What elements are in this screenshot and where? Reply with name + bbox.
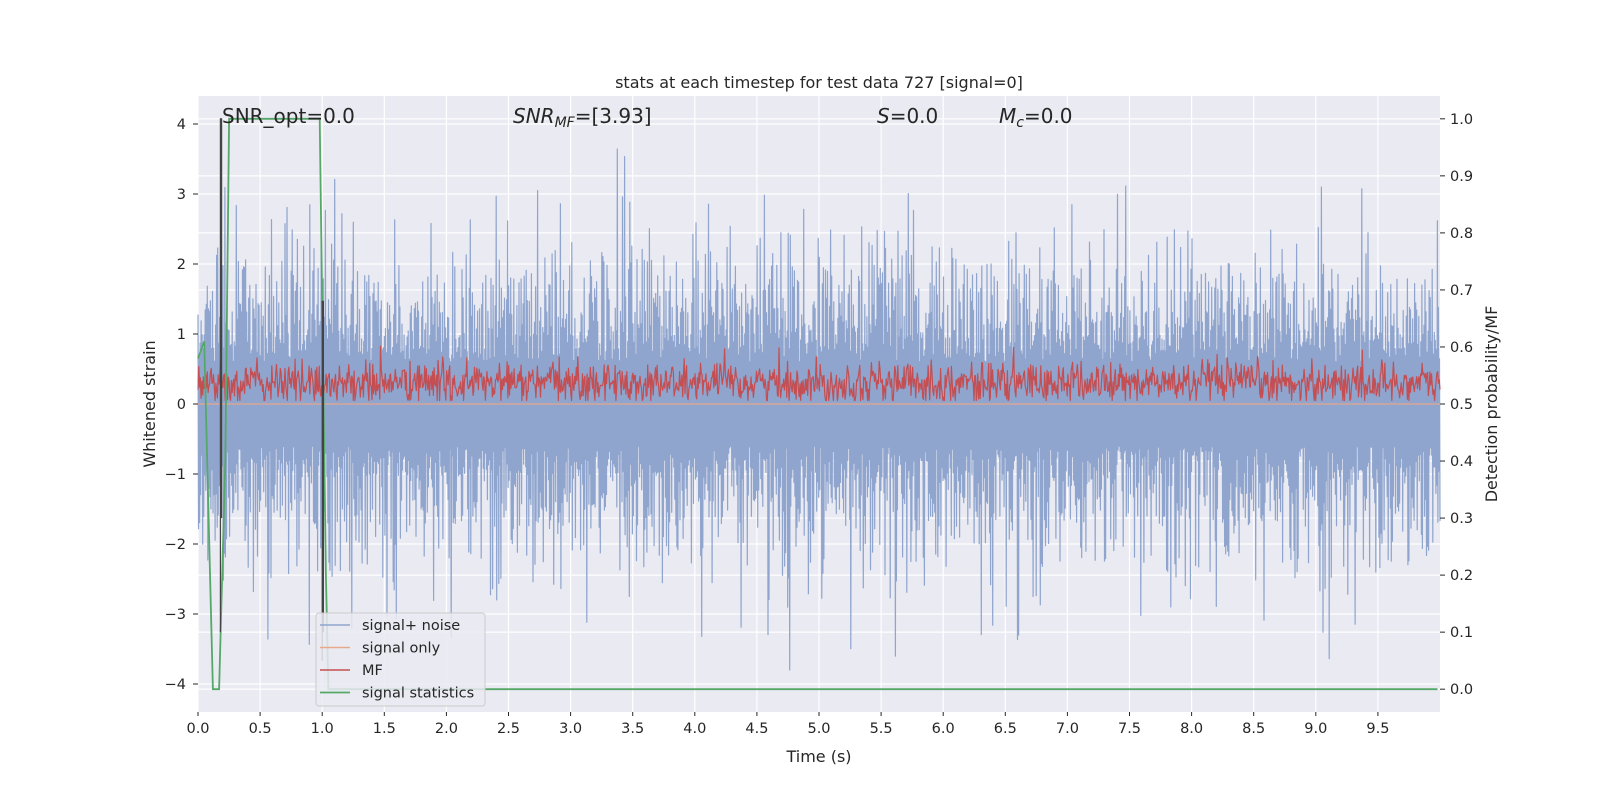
x-tick-label: 1.5 [373, 721, 396, 737]
y2-tick-label: 0.6 [1450, 340, 1473, 356]
y2-tick-label: 0.3 [1450, 511, 1473, 527]
y2-tick-label: 0.5 [1450, 397, 1473, 413]
legend-label: signal+ noise [362, 618, 460, 634]
legend: signal+ noise signal only MF signal statist… [315, 612, 486, 707]
x-tick-label: 0.0 [186, 721, 209, 737]
annotation-s-value: S=0.0 [877, 104, 938, 128]
x-tick-label: 5.5 [870, 721, 893, 737]
annotation-snr-opt: SNR_opt=0.0 [222, 104, 355, 128]
x-axis-ticks: 0.0 0.5 1.0 1.5 2.0 2.5 3.0 3.5 4.0 4.5 5.0 5.5 6.0 6… [186, 712, 1389, 737]
legend-label: MF [362, 663, 383, 679]
y-tick-label: 2 [177, 257, 186, 273]
x-tick-label: 5.0 [807, 721, 830, 737]
y2-axis-label: Detection probability/MF [1482, 306, 1501, 503]
y2-tick-label: 1.0 [1450, 112, 1473, 128]
y-tick-label: 1 [177, 327, 186, 343]
x-tick-label: 4.0 [683, 721, 706, 737]
x-tick-label: 9.5 [1366, 721, 1389, 737]
x-tick-label: 2.0 [435, 721, 458, 737]
x-tick-label: 8.5 [1242, 721, 1265, 737]
x-tick-label: 6.0 [932, 721, 955, 737]
y2-tick-label: 0.4 [1450, 454, 1473, 470]
x-tick-label: 6.5 [994, 721, 1017, 737]
x-tick-label: 7.5 [1118, 721, 1141, 737]
x-tick-label: 2.5 [497, 721, 520, 737]
chart-title: stats at each timestep for test data 727… [615, 73, 1023, 92]
y-tick-label: 0 [177, 397, 186, 413]
legend-box [315, 612, 486, 707]
y2-tick-label: 0.8 [1450, 226, 1473, 242]
y2-tick-label: 0.2 [1450, 568, 1473, 584]
x-tick-label: 7.0 [1056, 721, 1079, 737]
y2-tick-label: 0.7 [1450, 283, 1473, 299]
series-mf [197, 345, 1441, 402]
event-marker [321, 300, 324, 661]
y-tick-label: −1 [165, 467, 186, 483]
x-axis-label: Time (s) [785, 747, 851, 766]
y2-tick-label: 0.0 [1450, 682, 1473, 698]
y2-tick-label: 0.9 [1450, 169, 1473, 185]
y-tick-label: 4 [177, 117, 186, 133]
y-tick-label: 3 [177, 187, 186, 203]
y-tick-label: −4 [165, 677, 186, 693]
event-marker [219, 118, 223, 633]
x-tick-label: 8.0 [1180, 721, 1203, 737]
y-tick-label: −3 [165, 607, 186, 623]
x-tick-label: 9.0 [1304, 721, 1327, 737]
x-tick-label: 3.0 [559, 721, 582, 737]
x-tick-label: 3.5 [621, 721, 644, 737]
x-tick-label: 4.5 [745, 721, 768, 737]
annotations: SNR_opt=0.0 SNRMF=[3.93] S=0.0 Mc=0.0 [222, 104, 1073, 131]
annotation-snr-mf: SNRMF=[3.93] [513, 104, 652, 131]
x-tick-label: 1.0 [311, 721, 334, 737]
legend-label: signal statistics [362, 686, 474, 702]
y-axis-label: Whitened strain [140, 340, 159, 467]
x-tick-label: 0.5 [249, 721, 272, 737]
y2-axis-ticks: 0.0 0.1 0.2 0.3 0.4 0.5 0.6 0.7 0.8 0.9 1.0 [1440, 112, 1473, 698]
y2-tick-label: 0.1 [1450, 625, 1473, 641]
y-axis-ticks: −4 −3 −2 −1 0 1 2 3 4 [165, 117, 198, 693]
legend-label: signal only [362, 641, 441, 657]
annotation-mc-value: Mc=0.0 [999, 104, 1073, 131]
series-layer [197, 117, 1441, 691]
y-tick-label: −2 [165, 537, 186, 553]
